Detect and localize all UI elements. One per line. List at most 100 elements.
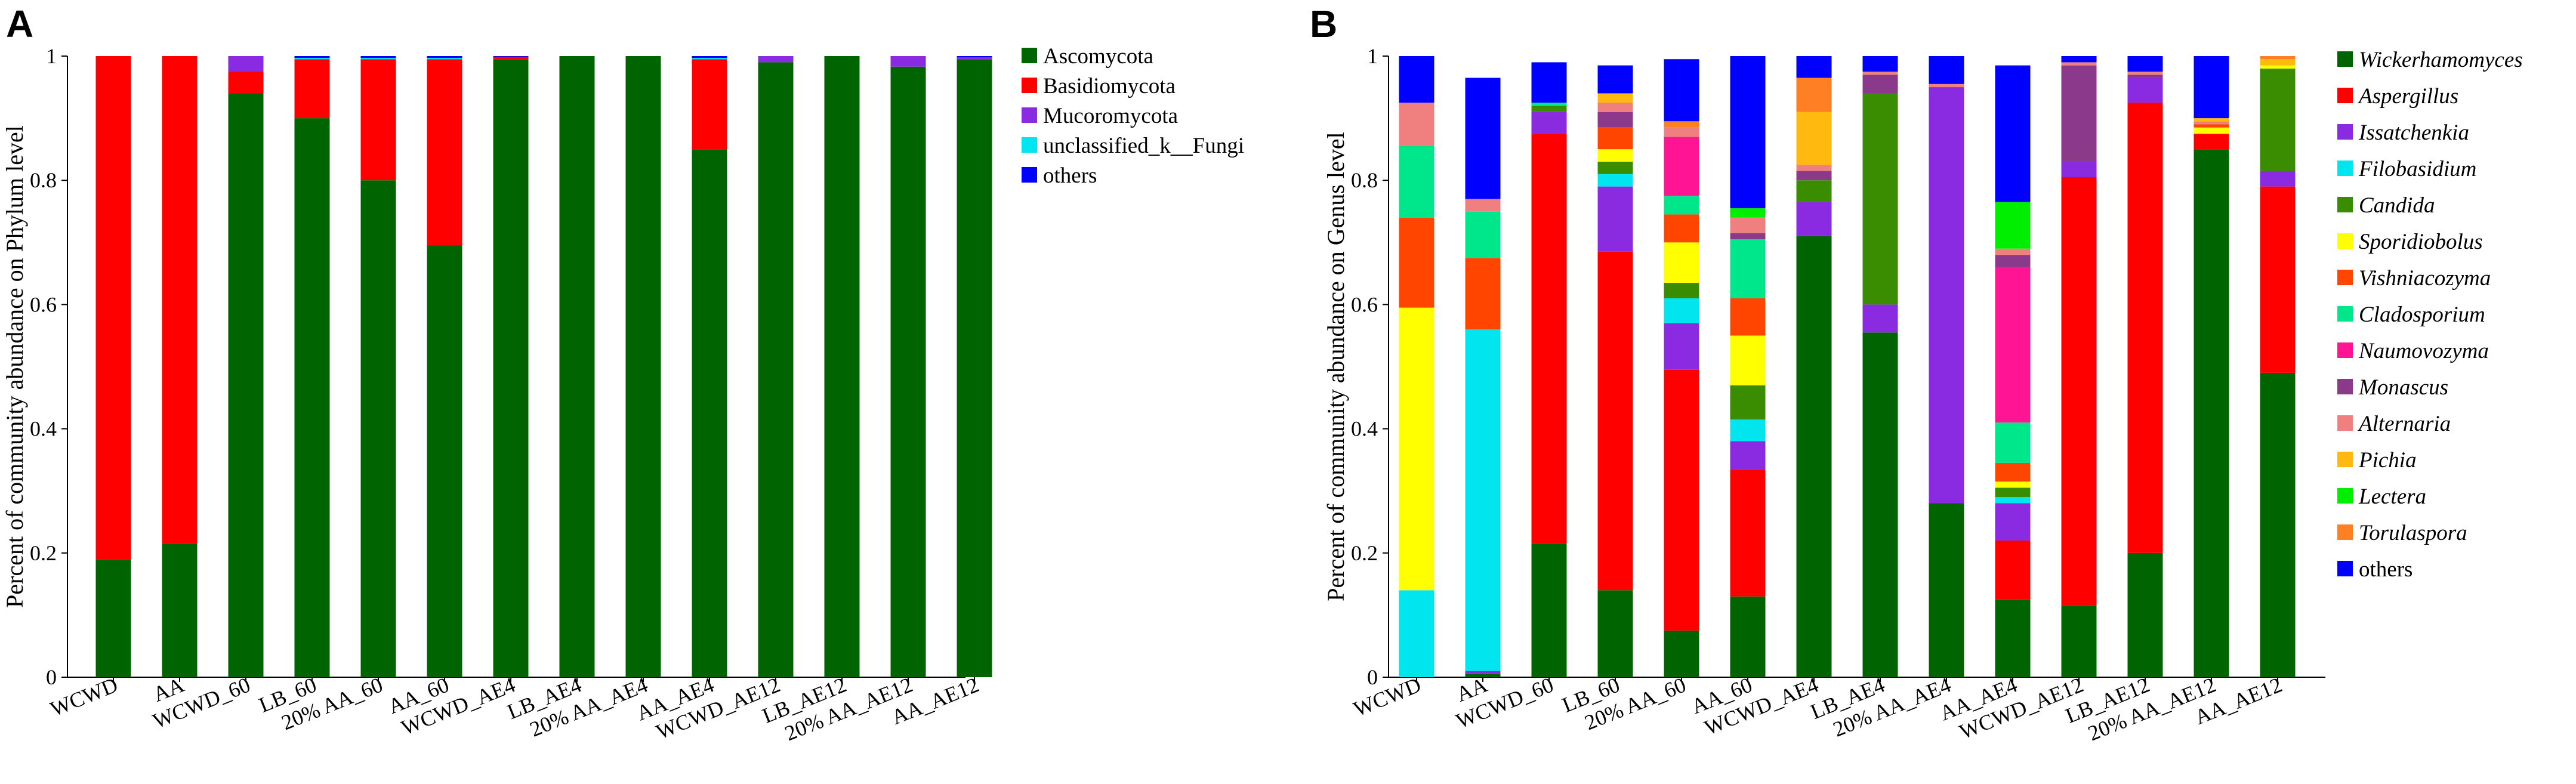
panel-b-segment-aa-ae12-pichia (2260, 59, 2296, 66)
panel-b-y-tick-label: 0 (1367, 665, 1378, 689)
panel-a-legend-label-basidiomycota: Basidiomycota (1043, 74, 1176, 98)
panel-b-legend-label-naumovozyma: Naumovozyma (2358, 339, 2489, 363)
panel-a-segment-wcwd-basidiomycota (95, 56, 131, 560)
panel-b-legend: Wickerhamomyces Aspergillus Issatchenkia Fi… (2337, 48, 2523, 582)
panel-b-segment-aa-60-filobasidium (1730, 419, 1766, 442)
panel-a-segment-aa-ascomycota (162, 544, 198, 677)
panel-b-segment-aa-ae12-aspergillus (2260, 186, 2296, 373)
panel-b-segment-aa-60-others (1730, 56, 1766, 209)
panel-a-segment-wcwd-ascomycota (95, 559, 131, 677)
panel-b-segment-wcwd-filobasidium (1399, 590, 1434, 677)
panel-b-segment-aa-others (1465, 78, 1501, 199)
panel-a-segment-aa-60-ascomycota (427, 245, 462, 677)
panel-b-legend-swatch-candida (2337, 197, 2353, 212)
panel-b-y-axis-label: Percent of community abundance on Genus … (1322, 132, 1349, 601)
panel-b-bar-20pct-aa-ae12 (2194, 56, 2229, 677)
panel-a-y-tick-label: 0.2 (30, 541, 57, 565)
panel-a-legend-label-ascomycota: Ascomycota (1043, 44, 1153, 69)
panel-b-segment-20pct-aa-60-torulaspora (1664, 121, 1699, 128)
panel-b-segment-lb-60-monascus (1597, 112, 1633, 128)
panel-b-segment-aa-filobasidium (1465, 329, 1501, 671)
panel-b-segment-wcwd-ae4-alternaria (1796, 165, 1832, 171)
panel-a-legend-label-mucoromycota: Mucoromycota (1043, 104, 1178, 128)
panel-a-bar-20pct-aa-ae4 (625, 56, 661, 677)
panel-b-segment-aa-ae4-sporidiobolus (1995, 481, 2031, 488)
panel-b-segment-aa-60-monascus (1730, 233, 1766, 240)
panel-a-segment-20pct-aa-60-others (360, 56, 396, 58)
panel-a-bar-wcwd (95, 56, 131, 677)
panel-b-legend-label-vishniacozyma: Vishniacozyma (2359, 266, 2491, 291)
panel-b-segment-20pct-aa-ae4-issatchenkia (1929, 87, 1964, 504)
panel-a-segment-lb-60-others (294, 56, 330, 58)
panel-b-segment-aa-ae12-issatchenkia (2260, 171, 2296, 187)
panel-b-legend-label-candida: Candida (2359, 193, 2435, 218)
panel-b-segment-wcwd-60-aspergillus (1531, 134, 1567, 544)
panel-b-segment-aa-60-issatchenkia (1730, 441, 1766, 470)
panel-b-legend-swatch-others (2337, 561, 2353, 576)
panel-a-legend-swatch-basidiomycota (1022, 78, 1037, 93)
panel-a-x-label-wcwd: WCWD (47, 672, 121, 721)
panel-b-legend-swatch-filobasidium (2337, 160, 2353, 176)
panel-b-segment-aa-cladosporium (1465, 211, 1501, 258)
panel-b-segment-aa-60-vishniacozyma (1730, 298, 1766, 336)
panel-b-legend-swatch-aspergillus (2337, 88, 2353, 103)
panel-a-bar-lb-ae4 (559, 56, 595, 677)
panel-b-segment-aa-ae4-lectera (1995, 202, 2031, 249)
panel-b-legend-swatch-lectera (2337, 488, 2353, 504)
panel-b-legend-label-pichia: Pichia (2358, 448, 2417, 473)
panel-b-segment-wcwd-vishniacozyma (1399, 217, 1434, 308)
panel-b-y-tick-label: 0.4 (1351, 417, 1378, 441)
panel-a-segment-wcwd-ae4-ascomycota (493, 59, 529, 678)
panel-a-y-tick-label: 0.4 (30, 417, 57, 441)
panel-b-segment-20pct-aa-60-candida (1664, 282, 1699, 298)
panel-a-legend-swatch-others (1022, 167, 1037, 183)
panel-b-segment-20pct-aa-ae12-alternaria (2194, 121, 2229, 125)
panel-b-legend-label-alternaria: Alternaria (2357, 412, 2451, 436)
panel-a-segment-lb-ae4-ascomycota (559, 56, 595, 677)
panel-b-segment-aa-60-lectera (1730, 208, 1766, 218)
panel-b-legend-swatch-naumovozyma (2337, 342, 2353, 358)
panel-b-segment-wcwd-ae12-aspergillus (2061, 177, 2097, 606)
panel-a-segment-aa-ae12-mucoromycota (957, 57, 992, 60)
panel-a-segment-20pct-aa-60-unclassified-k-fungi (360, 58, 396, 60)
panel-b-segment-wcwd-ae12-alternaria (2061, 62, 2097, 66)
panel-b-bar-lb-ae4 (1862, 56, 1898, 677)
panel-b-segment-20pct-aa-ae4-others (1929, 56, 1964, 84)
panel-a-bar-wcwd-ae12 (758, 56, 794, 677)
panel-b-legend-swatch-sporidiobolus (2337, 233, 2353, 249)
panel-b-segment-aa-60-aspergillus (1730, 469, 1766, 597)
panel-b-segment-aa-60-cladosporium (1730, 239, 1766, 298)
panel-a-bar-aa (162, 56, 198, 677)
panel-b-letter: B (1310, 2, 1337, 45)
panel-b-segment-20pct-aa-60-naumovozyma (1664, 137, 1699, 196)
panel-a-segment-20pct-aa-ae4-ascomycota (625, 56, 661, 677)
panel-b-segment-wcwd-ae4-torulaspora (1796, 78, 1832, 112)
panel-b-segment-20pct-aa-60-wickerhamomyces (1664, 630, 1699, 677)
panel-b-segment-wcwd-60-cladosporium (1531, 103, 1567, 106)
panel-b-segment-lb-ae12-aspergillus (2127, 103, 2163, 553)
panel-b-legend-label-lectera: Lectera (2358, 484, 2426, 509)
panel-b-segment-wcwd-ae12-monascus (2061, 65, 2097, 162)
panel-b-segment-lb-60-alternaria (1597, 103, 1633, 112)
panel-b-bar-aa (1465, 78, 1501, 677)
panel-b-legend-swatch-alternaria (2337, 415, 2353, 431)
panel-b-legend-label-others: others (2359, 557, 2413, 582)
panel-b-segment-lb-ae4-issatchenkia (1862, 304, 1898, 333)
panel-b-segment-20pct-aa-60-sporidiobolus (1664, 242, 1699, 283)
panel-b-segment-aa-issatchenkia (1465, 671, 1501, 674)
panel-b-segment-aa-ae12-sporidiobolus (2260, 65, 2296, 69)
panel-b-segment-aa-ae4-candida (1995, 487, 2031, 498)
panel-b-legend-label-cladosporium: Cladosporium (2359, 303, 2485, 327)
panel-b-genus-chart: B Percent of community abundance on Genus… (1310, 2, 2523, 745)
panel-b-segment-lb-ae12-alternaria (2127, 72, 2163, 75)
panel-a-segment-aa-60-basidiomycota (427, 59, 462, 246)
panel-a-legend-label-unclassified-k-fungi: unclassified_k__Fungi (1043, 134, 1244, 158)
panel-b-legend-swatch-issatchenkia (2337, 124, 2353, 140)
panel-b-segment-lb-60-sporidiobolus (1597, 149, 1633, 162)
panel-a-segment-lb-60-unclassified-k-fungi (294, 58, 330, 60)
panel-a-y-tick-label: 0.8 (30, 168, 57, 192)
panel-b-segment-lb-ae12-wickerhamomyces (2127, 552, 2163, 677)
panel-b-segment-20pct-aa-60-filobasidium (1664, 298, 1699, 323)
panel-b-legend-label-sporidiobolus: Sporidiobolus (2359, 230, 2483, 254)
